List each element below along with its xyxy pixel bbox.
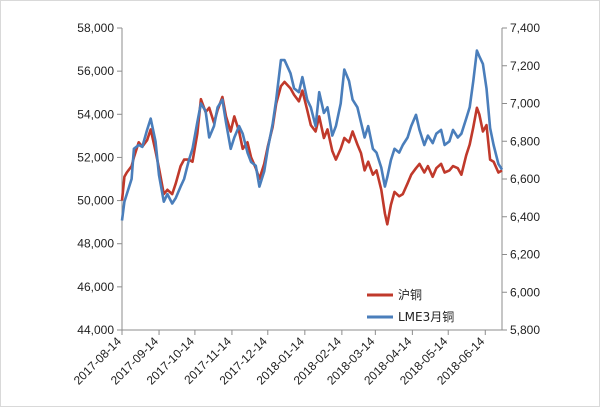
- x-tick-labels: 2017-08-142017-09-142017-10-142017-11-14…: [71, 334, 488, 388]
- right-y-tick-label: 6,000: [510, 285, 540, 299]
- right-y-tick-label: 5,800: [510, 323, 540, 337]
- right-y-tick-label: 7,400: [510, 21, 540, 35]
- series-line-hu-copper: [120, 80, 503, 226]
- right-y-tick-labels: 5,800 6,000 6,200 6,400 6,600 6,800 7,000 7,200…: [510, 21, 540, 337]
- right-y-tick-label: 7,000: [510, 97, 540, 111]
- right-y-tick-label: 6,200: [510, 248, 540, 262]
- axes: [117, 27, 507, 335]
- left-y-tick-label: 50,000: [77, 194, 114, 208]
- left-y-tick-label: 58,000: [77, 21, 114, 35]
- right-y-tick-label: 6,400: [510, 210, 540, 224]
- left-y-tick-label: 48,000: [77, 237, 114, 251]
- legend: 沪铜 LME3月铜: [367, 287, 454, 324]
- left-y-tick-label: 44,000: [77, 323, 114, 337]
- series-lines: [120, 49, 504, 226]
- left-y-tick-labels: 44,000 46,000 48,000 50,000 52,000 54,000 56,0…: [77, 21, 114, 337]
- right-y-tick-label: 7,200: [510, 59, 540, 73]
- right-y-tick-label: 6,800: [510, 134, 540, 148]
- left-y-tick-label: 52,000: [77, 150, 114, 164]
- left-y-tick-label: 56,000: [77, 64, 114, 78]
- legend-label-lme-copper: LME3月铜: [398, 309, 454, 324]
- legend-label-hu-copper: 沪铜: [398, 287, 422, 302]
- right-y-tick-label: 6,600: [510, 172, 540, 186]
- left-y-tick-label: 54,000: [77, 107, 114, 121]
- left-y-tick-label: 46,000: [77, 280, 114, 294]
- series-line-lme-copper: [120, 49, 504, 221]
